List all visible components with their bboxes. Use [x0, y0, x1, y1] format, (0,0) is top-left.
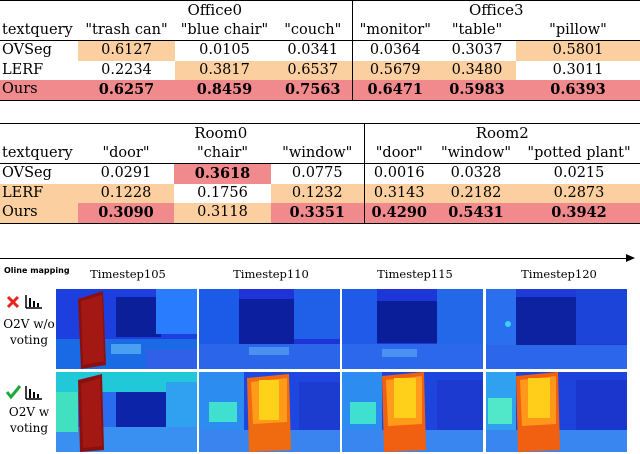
table-row: LERF 0.2234 0.3817 0.6537 0.5679 0.3480 …	[0, 60, 640, 80]
table-cell: 0.0341	[287, 42, 339, 58]
render-panel	[199, 372, 340, 452]
table-cell: 0.3942	[518, 203, 640, 224]
timestep-label: Timestep105	[90, 267, 166, 281]
method-label-with-voting: O2V w voting	[2, 404, 56, 436]
table-row: Ours 0.6257 0.8459 0.7563 0.6471 0.5983 …	[0, 80, 640, 101]
table-cell: 0.3480	[438, 60, 517, 80]
table-cell: 0.0364	[351, 40, 439, 61]
method-label: OVSeg	[2, 165, 52, 181]
render-panel	[56, 289, 197, 369]
table-cell: 0.6257	[78, 80, 175, 101]
corner-cell	[0, 123, 78, 144]
query-header: "blue chair"	[175, 20, 274, 41]
header-label: textquery	[0, 20, 78, 41]
table-cell: 0.2234	[101, 61, 152, 78]
render-panel	[342, 372, 483, 452]
table-cell: 0.3090	[78, 203, 174, 224]
query-header: "trash can"	[78, 20, 175, 41]
table-cell: 0.5801	[516, 40, 640, 61]
query-header: "pillow"	[516, 20, 640, 41]
cross-icon	[6, 295, 20, 309]
query-header: "door"	[363, 143, 435, 164]
table-cell: 0.5679	[351, 60, 439, 80]
arrowhead-icon	[626, 254, 635, 262]
render-panel	[486, 372, 627, 452]
query-header: "potted plant"	[518, 143, 640, 164]
render-panel	[199, 289, 340, 369]
table-cell: 0.7563	[274, 80, 353, 101]
query-header: "monitor"	[351, 20, 439, 41]
table-cell: 0.5983	[438, 80, 517, 101]
table-cell: 0.3118	[174, 203, 271, 224]
query-header: "couch"	[274, 20, 353, 41]
method-line: O2V w/o	[3, 317, 55, 331]
header-label: textquery	[0, 143, 78, 164]
timestep-label: Timestep110	[233, 267, 309, 281]
render-panel	[486, 289, 627, 369]
table-cell: 0.3618	[174, 163, 271, 184]
results-table-office: Office0 Office3 textquery "trash can" "b…	[0, 0, 640, 101]
table-cell: 0.3011	[552, 61, 604, 78]
query-header: "door"	[78, 143, 174, 164]
group-office0: Office0	[78, 0, 353, 21]
check-icon	[5, 385, 22, 400]
table-cell: 0.2873	[518, 183, 640, 203]
table-cell: 0.0105	[199, 42, 250, 58]
results-table-room: Room0 Room2 textquery "door" "chair" "wi…	[0, 123, 640, 224]
query-header: "window"	[271, 143, 365, 164]
bar-chart-icon	[25, 295, 42, 309]
method-label: Ours	[0, 80, 78, 101]
table-cell: 0.0328	[450, 165, 502, 181]
render-panel	[56, 372, 197, 452]
group-office3: Office3	[351, 0, 640, 21]
table-cell: 0.1232	[271, 183, 365, 203]
table-cell: 0.6393	[516, 80, 640, 101]
table-cell: 0.3143	[363, 183, 435, 203]
table-cell: 0.4290	[363, 203, 435, 224]
table-row: Ours 0.3090 0.3118 0.3351 0.4290 0.5431 …	[0, 203, 640, 224]
timeline-arrow	[0, 258, 628, 259]
query-header: "chair"	[174, 143, 271, 164]
table-cell: 0.0016	[363, 163, 435, 184]
table-cell: 0.3817	[175, 60, 274, 80]
bar-chart-icon	[25, 386, 42, 400]
table-row: OVSeg 0.0291 0.3618 0.0775 0.0016 0.0328…	[0, 163, 640, 184]
query-header: "window"	[434, 143, 519, 164]
method-label: Ours	[0, 203, 78, 224]
table-cell: 0.2182	[434, 183, 519, 203]
method-label: LERF	[0, 183, 78, 203]
timestep-label: Timestep115	[377, 267, 453, 281]
method-line: voting	[9, 333, 49, 347]
table-cell: 0.3351	[271, 203, 365, 224]
group-room0: Room0	[78, 123, 365, 144]
method-label: OVSeg	[2, 42, 52, 58]
table-row: LERF 0.1228 0.1756 0.1232 0.3143 0.2182 …	[0, 183, 640, 203]
table-cell: 0.0215	[553, 165, 605, 181]
table-cell: 0.8459	[175, 80, 274, 101]
table-cell: 0.0291	[100, 165, 152, 181]
table-cell: 0.5431	[434, 203, 519, 224]
table-cell: 0.3037	[451, 42, 503, 58]
method-label: LERF	[2, 61, 44, 78]
corner-cell	[0, 0, 78, 21]
timestep-label: Timestep120	[521, 267, 597, 281]
table-cell: 0.1228	[78, 183, 174, 203]
table-row: OVSeg 0.6127 0.0105 0.0341 0.0364 0.3037…	[0, 40, 640, 61]
query-header: "table"	[438, 20, 517, 41]
table-cell: 0.0775	[291, 165, 343, 181]
table-cell: 0.1756	[197, 184, 248, 201]
table-cell: 0.6537	[274, 60, 353, 80]
method-label-without-voting: O2V w/o voting	[2, 316, 56, 348]
table-cell: 0.6471	[351, 80, 439, 101]
method-line: voting	[9, 421, 49, 435]
group-room2: Room2	[363, 123, 640, 144]
method-line: O2V w	[8, 405, 50, 419]
table-cell: 0.6127	[78, 40, 175, 61]
render-panel	[342, 289, 483, 369]
arrow-label: Oline mapping	[4, 266, 70, 275]
